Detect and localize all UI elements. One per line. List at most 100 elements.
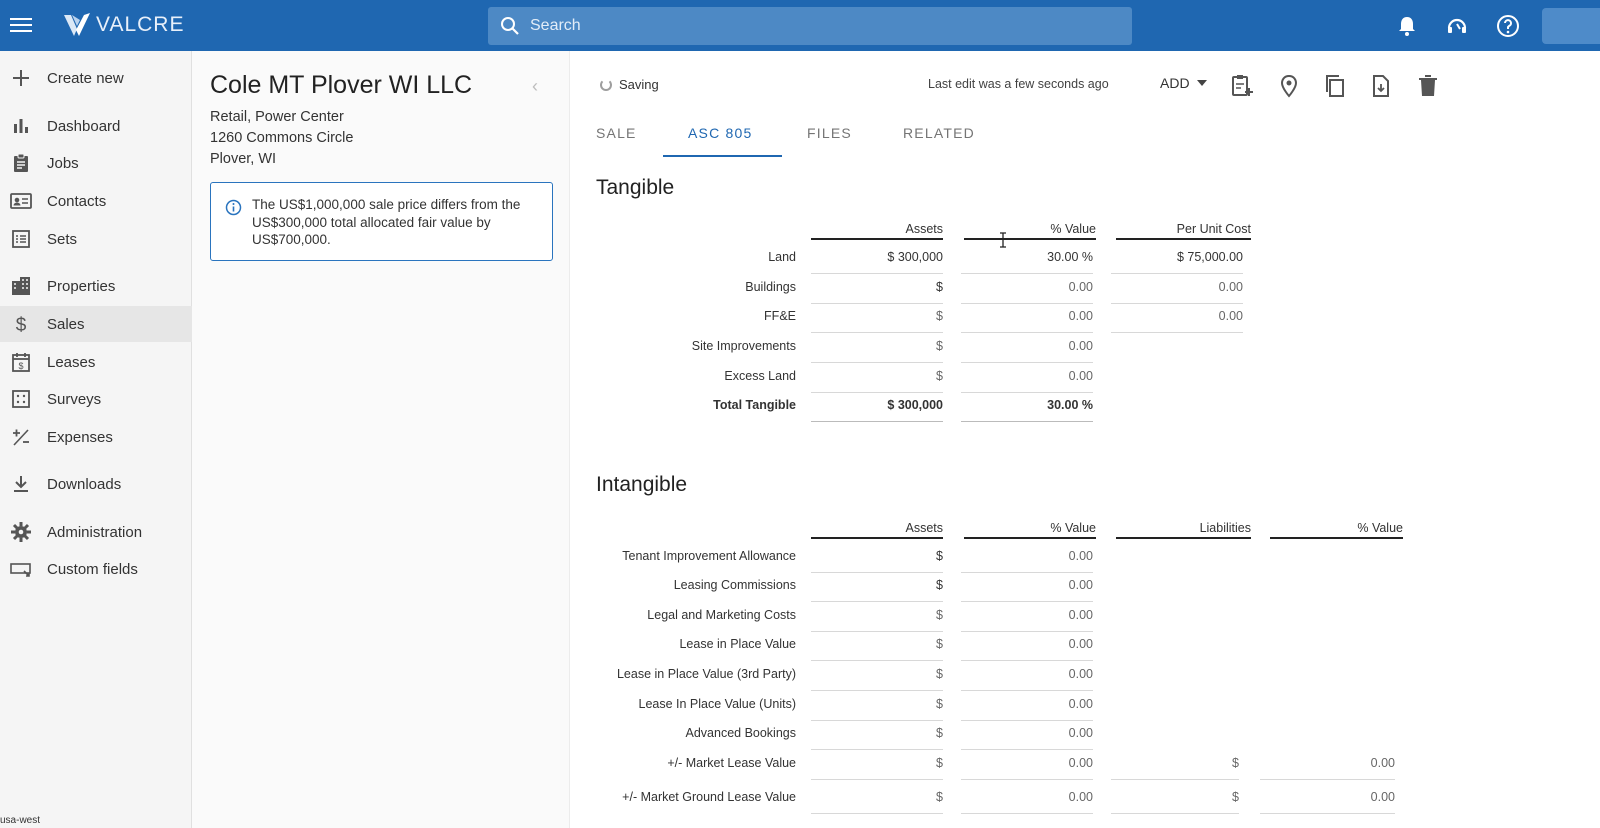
- nav-surveys[interactable]: Surveys: [0, 381, 192, 417]
- nav-contacts[interactable]: Contacts: [0, 183, 192, 219]
- tangible-row-label: Excess Land: [724, 369, 796, 383]
- valcre-logo-icon: [64, 13, 90, 36]
- intangible-row-label: Lease in Place Value: [679, 637, 796, 651]
- svg-text:$: $: [18, 361, 23, 371]
- intangible-pct-input[interactable]: 0.00: [961, 697, 1093, 721]
- intangible-pct-input[interactable]: 0.00: [961, 756, 1093, 780]
- tangible-pct-input[interactable]: 0.00: [961, 280, 1093, 304]
- nav-label: Sets: [47, 230, 78, 248]
- tangible-assets-input[interactable]: $: [811, 339, 943, 363]
- notice-text: The US$1,000,000 sale price differs from…: [252, 197, 521, 247]
- tangible-row-label: Site Improvements: [691, 339, 796, 353]
- add-clipboard-icon[interactable]: [1229, 73, 1255, 99]
- logo-text: VALCRE: [96, 13, 185, 36]
- tangible-assets-input[interactable]: $ 300,000: [811, 250, 943, 274]
- nav-sales[interactable]: $ Sales: [0, 306, 192, 342]
- intangible-pct-input[interactable]: 0.00: [961, 578, 1093, 602]
- intangible-assets-input[interactable]: $: [811, 667, 943, 691]
- nav-label: Custom fields: [47, 560, 138, 578]
- intangible-assets-input[interactable]: $: [811, 637, 943, 661]
- intangible-assets-input[interactable]: $: [811, 578, 943, 602]
- tab-sale[interactable]: SALE: [596, 125, 637, 141]
- tangible-pct-input[interactable]: 0.00: [961, 309, 1093, 333]
- intangible-liab-pct-input[interactable]: 0.00: [1260, 790, 1395, 814]
- help-icon[interactable]: [1495, 13, 1521, 39]
- intangible-assets-input[interactable]: $: [811, 726, 943, 750]
- property-address: 1260 Commons Circle: [210, 130, 354, 146]
- intangible-liabilities-input[interactable]: $: [1111, 756, 1239, 780]
- nav-downloads[interactable]: Downloads: [0, 466, 192, 502]
- contact-card-icon: [10, 193, 32, 209]
- nav-create-new[interactable]: Create new: [0, 60, 192, 96]
- search-bar[interactable]: [488, 7, 1132, 45]
- intangible-header-pct-value: % Value: [964, 521, 1096, 539]
- nav-custom-fields[interactable]: Custom fields: [0, 551, 192, 587]
- tangible-pct-input[interactable]: 30.00 %: [961, 250, 1093, 274]
- top-bar: VALCRE: [0, 0, 1600, 51]
- grid-dots-icon: [12, 390, 30, 408]
- nav-sets[interactable]: Sets: [0, 221, 192, 257]
- tangible-unit-input[interactable]: $ 75,000.00: [1111, 250, 1243, 274]
- intangible-assets-input[interactable]: $: [811, 549, 943, 573]
- intangible-assets-input[interactable]: $: [811, 697, 943, 721]
- tangible-header-pct-value: % Value: [964, 222, 1096, 240]
- export-file-icon[interactable]: [1368, 73, 1394, 99]
- tangible-unit-input[interactable]: 0.00: [1111, 280, 1243, 304]
- tangible-header-assets: Assets: [811, 222, 943, 240]
- app-logo[interactable]: VALCRE: [62, 12, 184, 38]
- bar-chart-icon: [14, 119, 28, 133]
- saving-text: Saving: [619, 77, 659, 92]
- notification-bell-icon[interactable]: [1394, 13, 1420, 39]
- main-content: Saving Last edit was a few seconds ago A…: [570, 51, 1600, 828]
- copy-icon[interactable]: [1322, 73, 1348, 99]
- tangible-unit-input[interactable]: 0.00: [1111, 309, 1243, 333]
- saving-status: Saving: [600, 77, 659, 92]
- hamburger-menu-icon[interactable]: [10, 14, 32, 36]
- nav-label: Sales: [47, 315, 85, 333]
- intangible-pct-input[interactable]: 0.00: [961, 637, 1093, 661]
- tangible-assets-input[interactable]: $: [811, 369, 943, 393]
- add-label: ADD: [1160, 75, 1190, 91]
- tangible-assets-input[interactable]: $: [811, 309, 943, 333]
- nav-label: Dashboard: [47, 117, 121, 135]
- tab-files[interactable]: FILES: [807, 125, 852, 141]
- nav-leases[interactable]: $ Leases: [0, 344, 192, 380]
- caret-down-icon: [1196, 80, 1207, 86]
- intangible-assets-input[interactable]: $: [811, 790, 943, 814]
- intangible-row-label: Legal and Marketing Costs: [647, 608, 796, 622]
- intangible-pct-input[interactable]: 0.00: [961, 667, 1093, 691]
- dollar-icon: $: [16, 315, 27, 335]
- tab-asc-805[interactable]: ASC 805: [688, 125, 753, 141]
- tangible-pct-input[interactable]: 0.00: [961, 339, 1093, 363]
- total-tangible-label: Total Tangible: [713, 398, 796, 412]
- nav-jobs[interactable]: Jobs: [0, 145, 192, 181]
- download-icon: [14, 476, 28, 492]
- nav-administration[interactable]: Administration: [0, 514, 192, 550]
- nav-expenses[interactable]: Expenses: [0, 419, 192, 455]
- nav-properties[interactable]: Properties: [0, 268, 192, 304]
- delete-trash-icon[interactable]: [1415, 73, 1441, 99]
- intangible-pct-input[interactable]: 0.00: [961, 549, 1093, 573]
- saving-spinner-icon: [600, 78, 612, 91]
- collapse-panel-icon[interactable]: ‹: [532, 76, 538, 96]
- nav-dashboard[interactable]: Dashboard: [0, 108, 192, 144]
- intangible-assets-input[interactable]: $: [811, 756, 943, 780]
- intangible-pct-input[interactable]: 0.00: [961, 726, 1093, 750]
- intangible-liab-pct-input[interactable]: 0.00: [1260, 756, 1395, 780]
- search-input[interactable]: [530, 17, 1110, 35]
- add-dropdown-button[interactable]: ADD: [1160, 75, 1207, 91]
- intangible-assets-input[interactable]: $: [811, 608, 943, 632]
- support-headset-icon[interactable]: [1444, 13, 1470, 39]
- tangible-assets-input[interactable]: $: [811, 280, 943, 304]
- user-avatar[interactable]: [1542, 8, 1600, 44]
- intangible-pct-input[interactable]: 0.00: [961, 790, 1093, 814]
- map-pin-icon[interactable]: [1276, 73, 1302, 99]
- tangible-header-per-unit-cost: Per Unit Cost: [1116, 222, 1251, 240]
- intangible-pct-input[interactable]: 0.00: [961, 608, 1093, 632]
- intangible-header-liabilities: Liabilities: [1116, 521, 1251, 539]
- tab-related[interactable]: RELATED: [903, 125, 975, 141]
- search-icon: [501, 17, 519, 35]
- intangible-liabilities-input[interactable]: $: [1111, 790, 1239, 814]
- nav-label: Properties: [47, 277, 116, 295]
- tangible-pct-input[interactable]: 0.00: [961, 369, 1093, 393]
